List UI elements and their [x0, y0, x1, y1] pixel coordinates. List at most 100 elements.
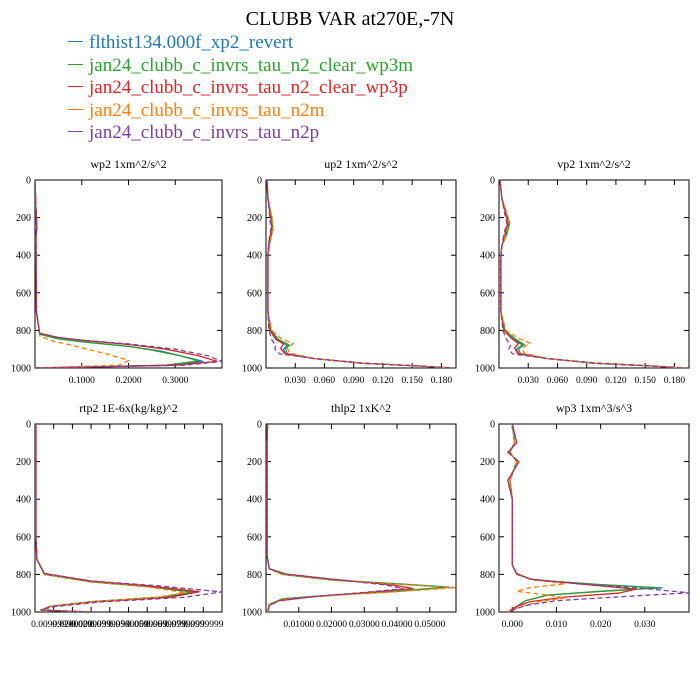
y-tick-label: 200: [16, 213, 31, 224]
legend-line-swatch: [68, 108, 83, 110]
series-line: [35, 424, 222, 612]
x-tick-label: 0.090: [576, 376, 598, 386]
y-tick-label: 1000: [475, 364, 495, 375]
x-tick-label: 0.150: [401, 376, 423, 386]
y-tick-label: 1000: [242, 364, 262, 375]
x-tick-label: 0.0599999: [127, 620, 168, 630]
x-tick-label: 0.05000: [414, 620, 445, 630]
series-line: [266, 424, 404, 612]
chart-panel: wp2 1xm^2/s^2 0 200 400 600 800 1000 0.1000 0.20…: [11, 157, 223, 386]
x-tick-label: 0.150: [634, 376, 656, 386]
x-tick-label: 0.0200000: [52, 620, 93, 630]
x-tick-label: 0.0399999: [90, 620, 131, 630]
panel-title: rtp2 1E-6x(kg/kg)^2: [79, 401, 178, 415]
y-tick-label: 800: [16, 570, 31, 581]
series-line: [266, 424, 450, 612]
legend: flthist134.000f_xp2_revert jan24_clubb_c…: [68, 32, 413, 145]
x-tick-label: 0.01000: [283, 620, 314, 630]
series-line: [266, 424, 456, 612]
legend-line-swatch: [68, 63, 83, 65]
x-tick-label: 0.030: [285, 376, 307, 386]
x-tick-label: 0.02000: [316, 620, 347, 630]
x-tick-label: 0.2000: [115, 376, 141, 386]
panel-title: vp2 1xm^2/s^2: [557, 157, 631, 171]
y-tick-label: 1000: [11, 364, 31, 375]
x-tick-label: 0.120: [372, 376, 394, 386]
x-tick-label: 0.0699999: [146, 620, 187, 630]
y-tick-label: 400: [247, 251, 262, 262]
series-line: [35, 180, 199, 368]
y-tick-label: 800: [247, 570, 262, 581]
y-tick-label: 200: [480, 213, 495, 224]
y-tick-label: 200: [480, 457, 495, 468]
x-tick-label: 0.060: [314, 376, 336, 386]
legend-entry: jan24_clubb_c_invrs_tau_n2p: [68, 122, 413, 145]
legend-label: jan24_clubb_c_invrs_tau_n2_clear_wp3p: [89, 77, 408, 98]
x-tick-label: 0.0799999: [164, 620, 205, 630]
y-tick-label: 600: [247, 288, 262, 299]
x-tick-label: 0.0999999: [183, 620, 224, 630]
plot-frame: [265, 179, 457, 369]
series-line: [35, 424, 185, 612]
series-line: [507, 424, 566, 612]
y-tick-label: 200: [16, 457, 31, 468]
y-tick-label: 600: [16, 288, 31, 299]
series-line: [266, 180, 452, 368]
x-tick-label: 0.020: [590, 620, 612, 630]
legend-entry: jan24_clubb_c_invrs_tau_n2_clear_wp3p: [68, 77, 413, 100]
x-tick-label: 0.00999999: [31, 620, 76, 630]
panel-title: wp3 1xm^3/s^3: [556, 401, 632, 415]
chart-panel: up2 1xm^2/s^2 0 200 400 600 800 1000 0.030 0.060…: [242, 157, 457, 386]
y-tick-label: 600: [16, 532, 31, 543]
x-tick-label: 0.000: [502, 620, 524, 630]
series-line: [499, 180, 685, 368]
x-tick-label: 0.0299999: [71, 620, 112, 630]
legend-entry: jan24_clubb_c_invrs_tau_n2_clear_wp3m: [68, 55, 413, 78]
y-tick-label: 400: [480, 495, 495, 506]
x-tick-label: 0.180: [431, 376, 453, 386]
y-tick-label: 0: [490, 420, 495, 431]
legend-label: jan24_clubb_c_invrs_tau_n2p: [89, 122, 320, 143]
plot-frame: [498, 423, 690, 613]
y-tick-label: 0: [26, 420, 31, 431]
plot-frame: [265, 423, 457, 613]
y-tick-label: 200: [247, 213, 262, 224]
series-line: [266, 180, 452, 368]
y-tick-label: 200: [247, 457, 262, 468]
x-tick-label: 0.060: [547, 376, 569, 386]
y-tick-label: 800: [480, 570, 495, 581]
y-tick-label: 400: [16, 495, 31, 506]
legend-line-swatch: [68, 86, 83, 88]
series-line: [499, 180, 685, 368]
x-tick-label: 0.030: [634, 620, 656, 630]
y-tick-label: 0: [257, 420, 262, 431]
series-line: [266, 180, 452, 368]
series-line: [499, 180, 685, 368]
x-tick-label: 0.010: [546, 620, 568, 630]
legend-entry: jan24_clubb_c_invrs_tau_n2m: [68, 100, 413, 123]
x-tick-label: 0.04000: [382, 620, 413, 630]
chart-panel: rtp2 1E-6x(kg/kg)^2 0 200 400 600 800 10000.00…: [11, 401, 224, 630]
series-line: [266, 424, 447, 612]
x-tick-label: 0.03000: [349, 620, 380, 630]
series-line: [506, 424, 689, 612]
panel-title: thlp2 1xK^2: [331, 401, 391, 415]
chart-panel: wp3 1xm^3/s^3 0 200 400 600 800 1000 0.000 0.010…: [475, 401, 690, 630]
y-tick-label: 400: [480, 251, 495, 262]
x-tick-label: 0.3000: [162, 376, 188, 386]
series-line: [266, 180, 452, 368]
series-line: [499, 180, 685, 368]
series-line: [35, 180, 204, 368]
series-line: [266, 180, 452, 368]
x-tick-label: 0.090: [343, 376, 365, 386]
x-tick-label: 0.120: [605, 376, 627, 386]
chart-panel: vp2 1xm^2/s^2 0 200 400 600 800 1000 0.030 0.060…: [475, 157, 690, 386]
plot-frame: [498, 179, 690, 369]
y-tick-label: 600: [247, 532, 262, 543]
legend-line-swatch: [68, 41, 83, 43]
series-line: [35, 424, 193, 612]
y-tick-label: 0: [490, 176, 495, 187]
y-tick-label: 0: [257, 176, 262, 187]
page-title: CLUBB VAR at270E,-7N: [245, 8, 455, 30]
